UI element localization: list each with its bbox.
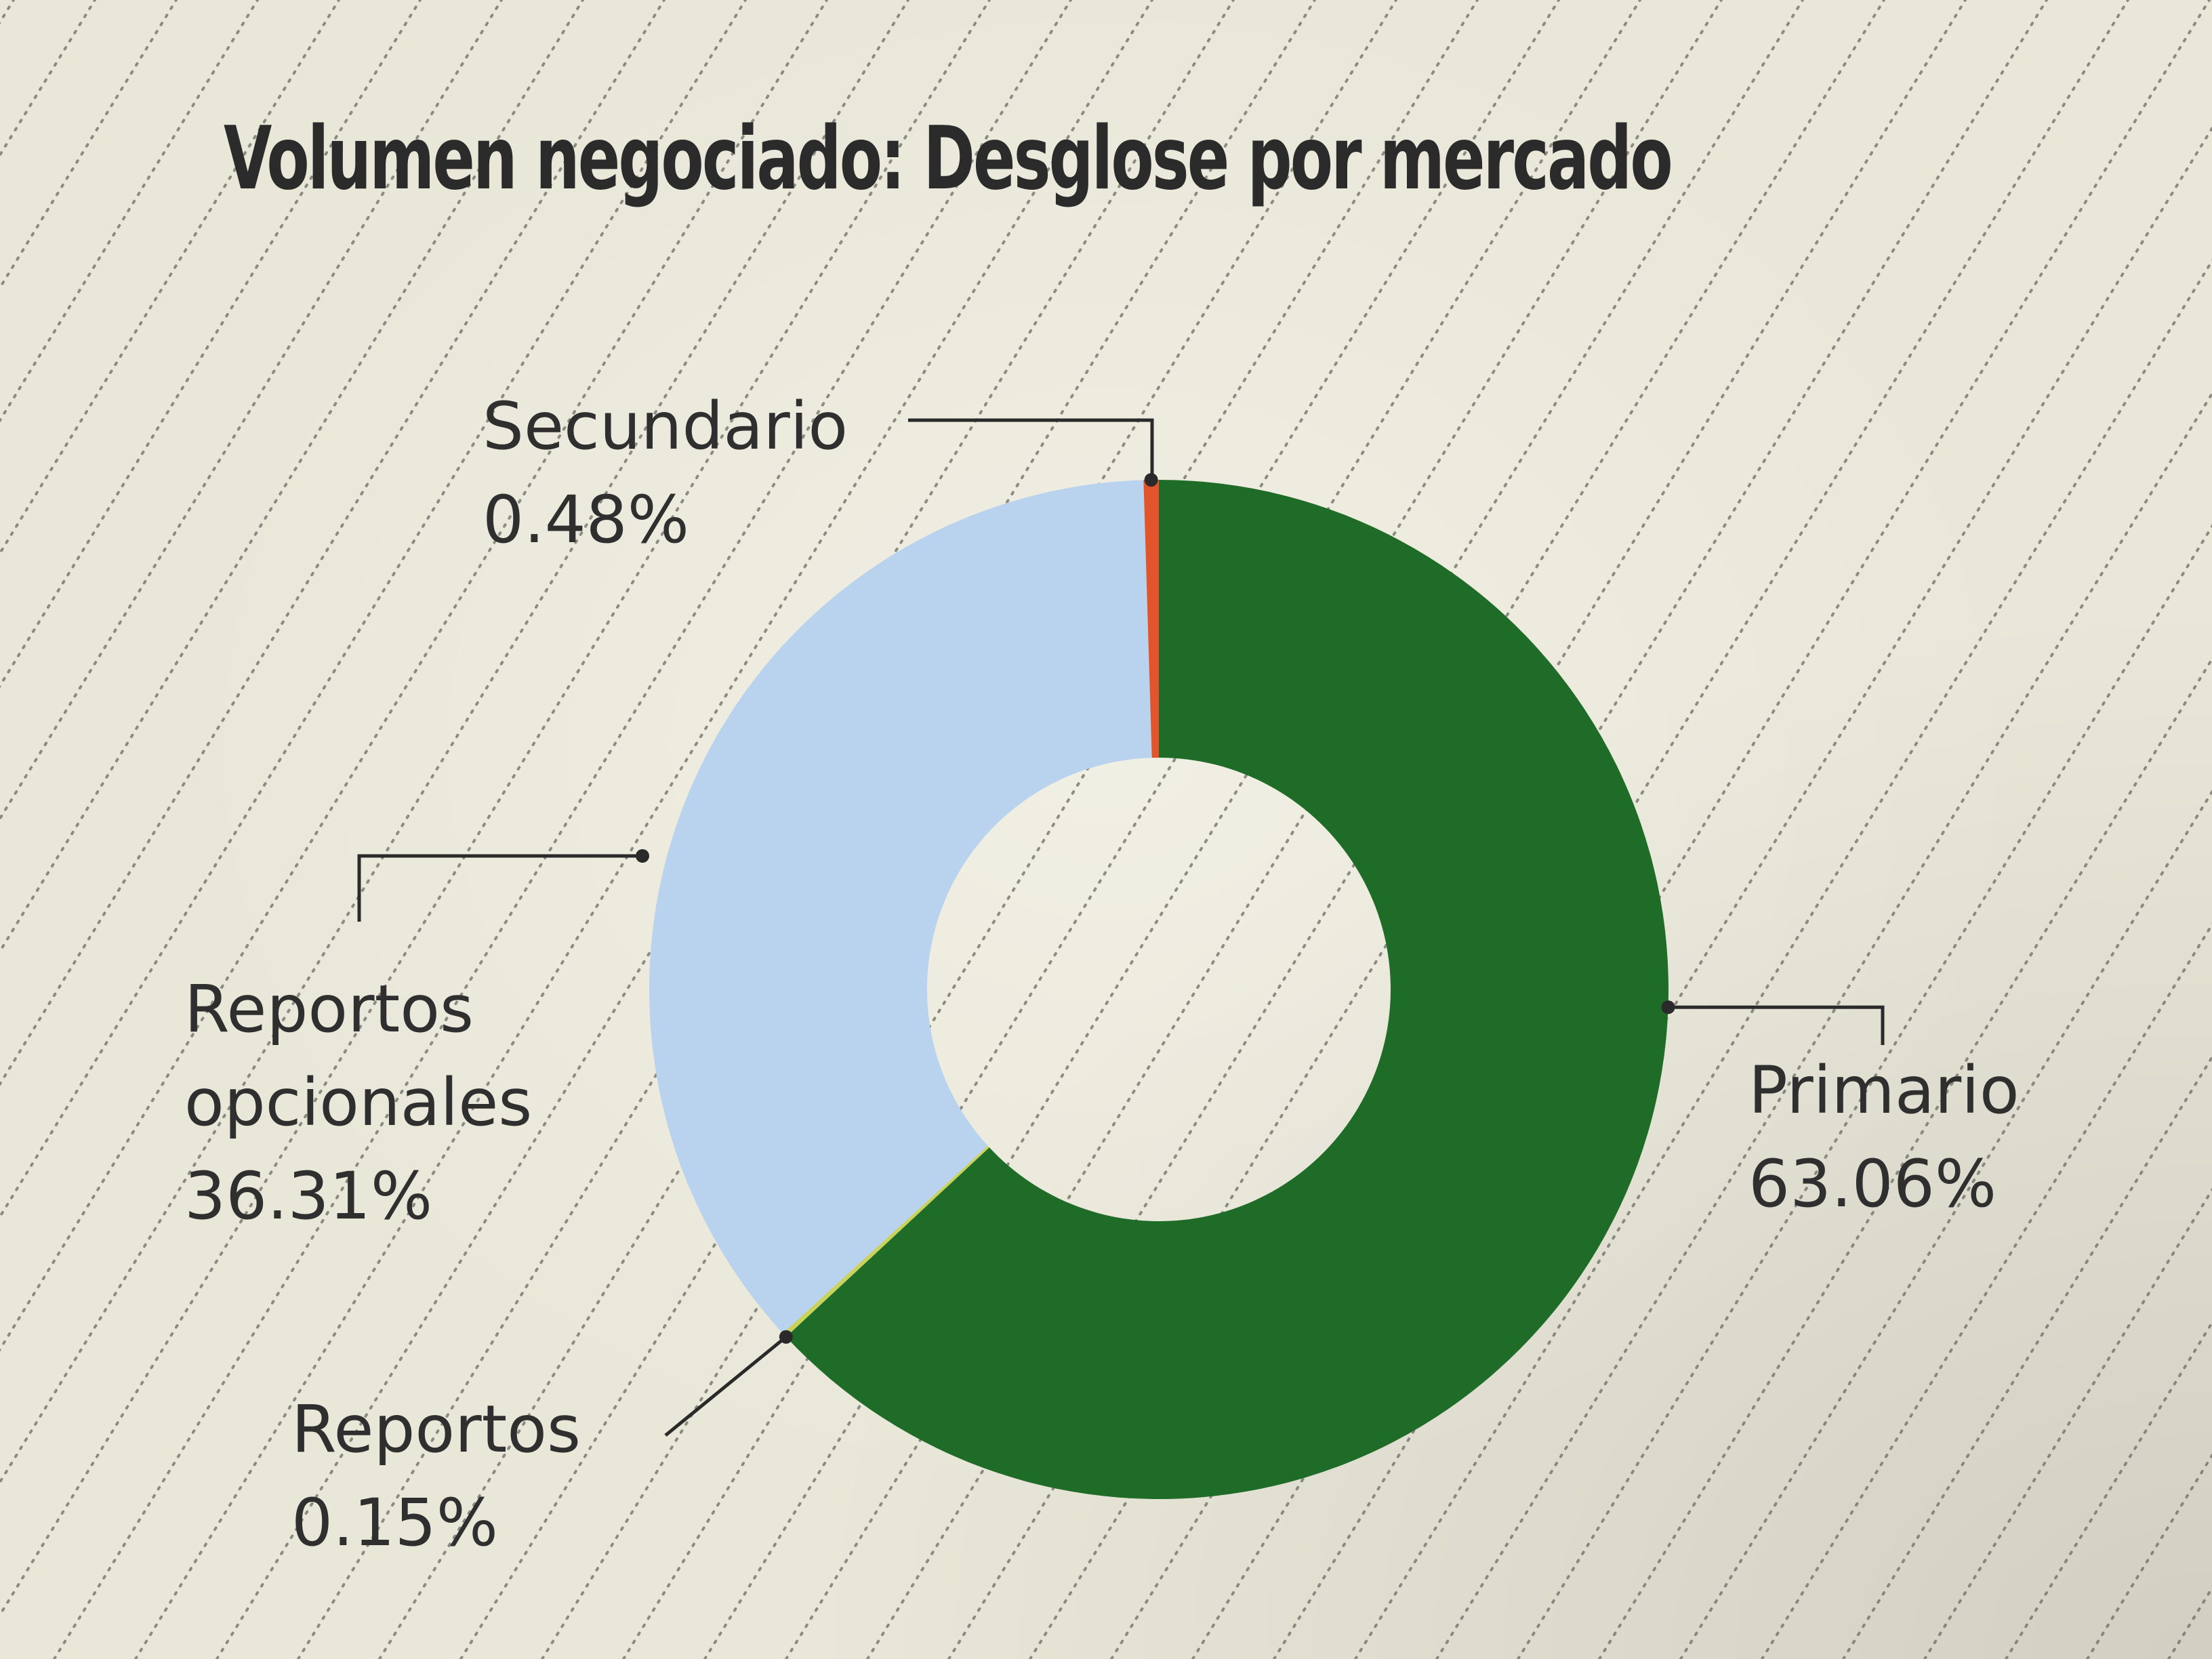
slice-reportos-opcionales: [649, 480, 1152, 1334]
leader-secundario-dot: [1144, 473, 1158, 487]
hatch-line: [0, 0, 340, 556]
donut-slices: [649, 479, 1668, 1499]
hatch-line: [1842, 1054, 2212, 1659]
hatch-line: [53, 0, 1072, 1659]
label-primario: Primario 63.06%: [1748, 1044, 2020, 1231]
label-secundario-value: 0.48%: [483, 482, 689, 558]
slice-reportos: [783, 1145, 989, 1337]
hatch-line: [0, 0, 259, 423]
hatch-line: [0, 0, 422, 689]
hatch-line: [134, 0, 1153, 1659]
hatch-line: [0, 0, 991, 1618]
hatch-line: [1435, 391, 2212, 1659]
label-reportos-name: Reportos: [291, 1391, 581, 1467]
leader-secundario: [908, 418, 1154, 480]
label-primario-name: Primario: [1748, 1052, 2020, 1128]
slice-primario: [785, 479, 1668, 1499]
leader-primario: [1668, 1005, 1885, 1045]
leader-primario-dot: [1661, 1000, 1675, 1015]
leader-lines: [357, 418, 1885, 1437]
hatch-line: [1517, 524, 2212, 1659]
hatch-line: [0, 0, 909, 1485]
slice-secundario: [1143, 480, 1159, 758]
leader-reportos-dot: [779, 1330, 793, 1344]
hatch-line: [0, 0, 665, 1087]
hatch-line: [622, 0, 1641, 1659]
hatch-line: [1598, 656, 2212, 1659]
label-reportos: Reportos 0.15%: [291, 1382, 581, 1570]
label-secundario-name: Secundario: [483, 388, 848, 464]
hatch-line: [541, 0, 1560, 1659]
hatch-line: [0, 0, 584, 954]
leader-reportos-opcionales-dot: [636, 849, 649, 863]
hatch-line: [1354, 258, 2212, 1659]
hatch-line: [0, 0, 747, 1220]
hatch-line: [0, 0, 828, 1352]
leader-reportos: [664, 1335, 787, 1437]
hatch-line: [378, 0, 1397, 1659]
hatch-line: [0, 0, 178, 291]
label-reportos-value: 0.15%: [291, 1485, 498, 1561]
hatch-line: [1923, 1187, 2212, 1659]
hatch-line: [297, 0, 1316, 1659]
hatch-line: [0, 0, 503, 821]
label-reportos-opcionales-line2: opcionales: [184, 1065, 533, 1141]
hatch-line: [216, 0, 1235, 1659]
hatch-line: [459, 0, 1479, 1659]
chart-title: Volumen negociado: Desglose por mercado: [224, 108, 1673, 209]
label-secundario: Secundario 0.48%: [483, 380, 848, 567]
hatch-line: [1679, 789, 2212, 1659]
label-reportos-opcionales: Reportos opcionales 36.31%: [184, 962, 532, 1243]
label-reportos-opcionales-value: 36.31%: [184, 1158, 433, 1234]
hatch-line: [2005, 1320, 2212, 1659]
label-primario-value: 63.06%: [1748, 1146, 1997, 1222]
leader-reportos-opcionales: [357, 854, 642, 922]
label-reportos-opcionales-line1: Reportos: [184, 971, 474, 1047]
hatch-line: [1761, 922, 2212, 1659]
